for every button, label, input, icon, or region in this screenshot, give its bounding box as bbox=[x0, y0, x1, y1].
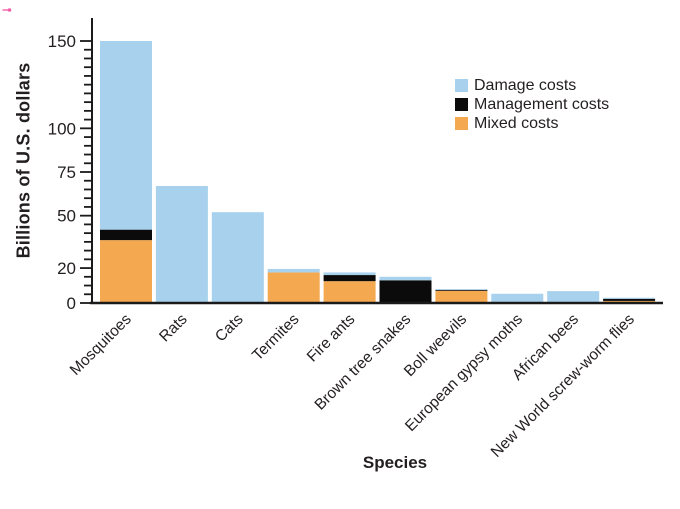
pink-cursor-mark-dot bbox=[7, 8, 12, 12]
category-label-cats: Cats bbox=[212, 311, 247, 346]
bar-segment-mixed-costs-termites bbox=[267, 272, 320, 303]
bar-segment-damage-costs-termites bbox=[267, 268, 320, 273]
category-label-termites: Termites bbox=[249, 311, 303, 365]
bar-segment-damage-costs-cats bbox=[211, 212, 264, 303]
damage-costs-swatch-icon bbox=[455, 79, 468, 92]
y-tick-label-0: 0 bbox=[67, 294, 76, 313]
legend-item-management: Management costs bbox=[455, 95, 609, 114]
bar-segment-management-costs-new-world-screw-worm-flies bbox=[603, 298, 656, 301]
category-label-fire-ants: Fire ants bbox=[304, 311, 359, 366]
chart-legend: Damage costs Management costs Mixed cost… bbox=[455, 76, 609, 133]
bar-segment-damage-costs-boll-weevils bbox=[435, 289, 488, 290]
bar-segment-management-costs-mosquitoes bbox=[100, 229, 152, 241]
category-label-rats: Rats bbox=[156, 311, 191, 346]
bar-segment-mixed-costs-boll-weevils bbox=[435, 290, 488, 303]
category-label-brown-tree-snakes: Brown tree snakes bbox=[312, 311, 415, 414]
bar-segment-damage-costs-mosquitoes bbox=[100, 41, 152, 230]
bar-segment-damage-costs-african-bees bbox=[547, 291, 600, 303]
y-tick-label-100: 100 bbox=[48, 119, 76, 138]
bar-segment-mixed-costs-fire-ants bbox=[323, 281, 376, 303]
bar-segment-mixed-costs-mosquitoes bbox=[100, 240, 152, 303]
x-axis-title: Species bbox=[362, 453, 428, 472]
y-axis-title: Billions of U.S. dollars bbox=[13, 62, 34, 259]
management-costs-swatch-icon bbox=[455, 98, 468, 111]
legend-item-mixed: Mixed costs bbox=[455, 114, 609, 133]
bar-segment-damage-costs-fire-ants bbox=[323, 272, 376, 276]
y-tick-label-20: 20 bbox=[57, 259, 76, 278]
y-tick-label-50: 50 bbox=[57, 207, 76, 226]
legend-item-damage: Damage costs bbox=[455, 76, 609, 95]
bar-segment-damage-costs-rats bbox=[155, 185, 208, 303]
bar-segment-management-costs-fire-ants bbox=[323, 275, 376, 282]
bar-segment-damage-costs-european-gypsy-moths bbox=[491, 293, 544, 303]
y-tick-label-150: 150 bbox=[48, 32, 76, 51]
bar-segment-management-costs-brown-tree-snakes bbox=[379, 280, 432, 303]
bar-segment-management-costs-boll-weevils bbox=[435, 289, 488, 291]
category-label-mosquitoes: Mosquitoes bbox=[67, 311, 135, 379]
legend-label-management: Management costs bbox=[474, 96, 610, 113]
mixed-costs-swatch-icon bbox=[455, 117, 468, 130]
bar-segment-damage-costs-new-world-screw-worm-flies bbox=[603, 297, 656, 299]
category-label-european-gypsy-moths: European gypsy moths bbox=[402, 311, 526, 435]
legend-label-damage: Damage costs bbox=[474, 77, 577, 94]
y-tick-label-75: 75 bbox=[57, 163, 76, 182]
bar-segment-damage-costs-brown-tree-snakes bbox=[379, 276, 432, 281]
legend-label-mixed: Mixed costs bbox=[474, 115, 559, 132]
